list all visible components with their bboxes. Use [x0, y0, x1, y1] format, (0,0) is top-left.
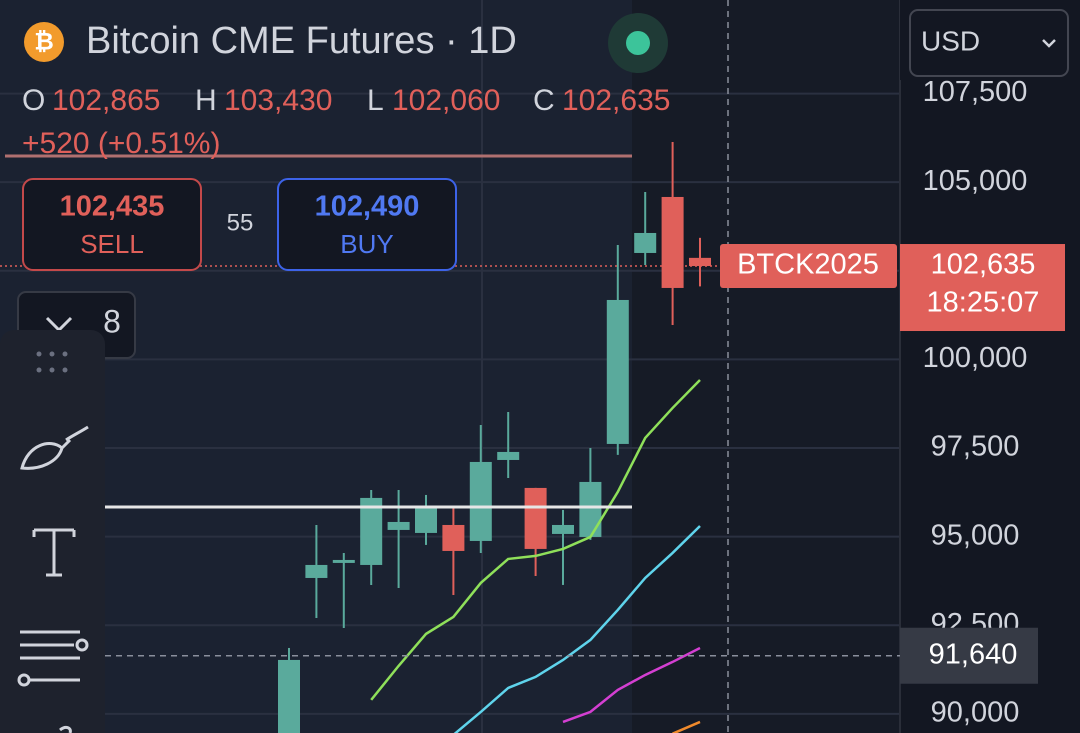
candle-body: [332, 559, 355, 563]
last-price-label: 102,635: [931, 249, 1036, 281]
buy-button[interactable]: [277, 178, 457, 271]
ohlc-value: 102,635: [562, 84, 670, 117]
bitcoin-icon-glyph: ₿: [34, 28, 54, 55]
y-tick-label: 97,500: [931, 431, 1020, 463]
change: +520 (+0.51%): [22, 127, 220, 160]
overlay: BTCK2025 102,635 18:25:07 91,640: [0, 244, 1065, 684]
ohlc-value: 102,865: [52, 84, 160, 117]
ohlc-label: H: [195, 84, 217, 117]
symbol-title[interactable]: Bitcoin CME Futures · 1D: [86, 20, 517, 62]
currency-select[interactable]: [909, 9, 1069, 77]
moving-average-line: [562, 646, 701, 724]
crosshair-label: 91,640: [929, 638, 1018, 670]
candle-body: [661, 196, 684, 288]
candle-body: [360, 497, 383, 565]
brush-tool[interactable]: [20, 425, 89, 470]
countdown: 18:25:07: [927, 287, 1040, 319]
y-tick-label: 107,500: [923, 76, 1028, 108]
candle-body: [469, 461, 492, 541]
crosshair-label-bg: [900, 627, 1038, 684]
candle-body: [579, 481, 602, 537]
moving-average-line: [672, 720, 701, 733]
candle-body: [634, 232, 657, 253]
symbol-label-bg: [720, 244, 897, 289]
symbol-label: BTCK2025: [737, 249, 879, 281]
currency: USD: [921, 25, 980, 56]
candle-body: [415, 507, 437, 533]
text-tool[interactable]: [32, 528, 76, 577]
buy-label: BUY: [340, 229, 393, 259]
sell-label: SELL: [80, 229, 144, 259]
drag-handle[interactable]: [36, 351, 68, 373]
candle-body: [552, 524, 574, 534]
candle-body: [606, 299, 629, 444]
bitcoin-icon: [24, 22, 64, 62]
candle-body: [387, 521, 410, 530]
candle-body: [497, 451, 520, 460]
last-price-bg: [900, 244, 1065, 332]
market-status-dot[interactable]: [626, 31, 650, 55]
dropdown-icon: [1042, 39, 1056, 48]
y-tick-label: 95,000: [931, 519, 1020, 551]
candle-body: [689, 257, 711, 267]
plot: [278, 141, 711, 733]
y-tick-label: 100,000: [923, 342, 1028, 374]
price-axis-panel: [900, 0, 1080, 733]
candle-body: [442, 524, 465, 551]
moving-average-line: [453, 525, 701, 733]
ohlc-value: 102,060: [392, 84, 500, 117]
drawing-toolbar: [0, 330, 105, 733]
ohlc-label: O: [22, 84, 45, 117]
ohlc-label: C: [533, 84, 555, 117]
y-tick-label: 105,000: [923, 165, 1028, 197]
candle-body: [305, 564, 328, 578]
lines-tool[interactable]: [17, 630, 89, 687]
y-tick-label: 90,000: [931, 697, 1020, 729]
candle-body: [278, 659, 300, 733]
buy-price: 102,490: [315, 191, 420, 223]
ohlc-label: L: [367, 84, 384, 117]
ohlc-value: 103,430: [224, 84, 332, 117]
sell-price: 102,435: [60, 191, 165, 223]
interval-count: 8: [103, 303, 121, 339]
more-tool[interactable]: [59, 725, 72, 733]
moving-average-line: [370, 379, 701, 701]
candle-body: [524, 487, 547, 549]
spread: 55: [227, 209, 254, 236]
sell-button[interactable]: [22, 178, 202, 271]
